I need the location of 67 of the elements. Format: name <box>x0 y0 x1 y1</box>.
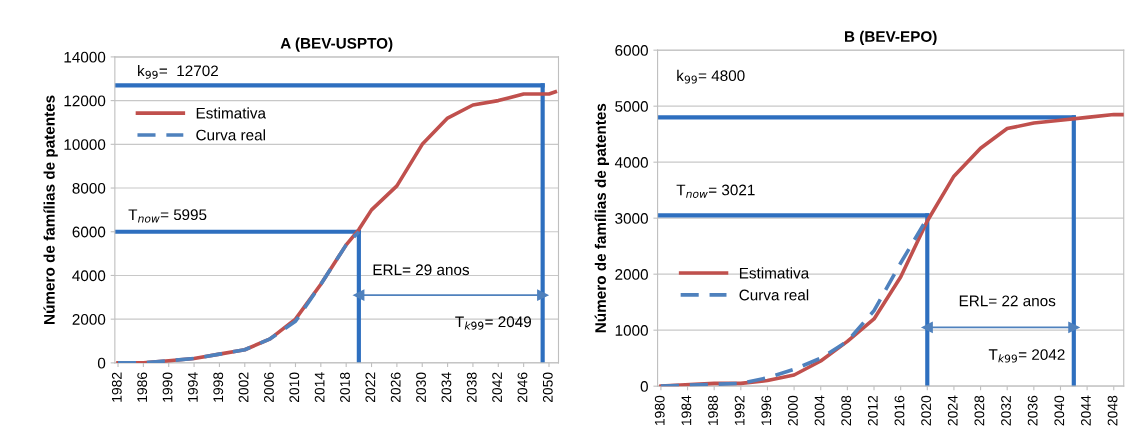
annotation: T$_{k99}$= 2049 <box>455 316 531 330</box>
annotation: ERL= 22 anos <box>959 295 1056 307</box>
legend-label: Estimativa <box>196 107 266 119</box>
chart-title: B (BEV-EPO) <box>845 30 937 46</box>
x-tick-label: 2040 <box>1054 395 1065 426</box>
x-tick-label: 2028 <box>974 395 985 426</box>
x-tick-label: 2014 <box>314 372 325 403</box>
y-tick-label: 4000 <box>614 157 648 168</box>
x-tick-label: 2018 <box>340 372 350 403</box>
x-tick-label: 2006 <box>264 372 274 403</box>
annotation: k$_{99}$= 12702 <box>138 64 218 79</box>
y-axis-title: Número de famílias de patentes <box>594 103 610 333</box>
y-tick-label: 1000 <box>615 325 648 336</box>
x-tick-label: 1998 <box>213 372 224 402</box>
x-tick-label: 1996 <box>761 395 772 426</box>
y-axis-title: Número de famílias de patentes <box>43 95 58 324</box>
x-tick-label: 2016 <box>894 395 905 426</box>
x-tick-label: 2022 <box>365 372 376 403</box>
y-tick-label: 6000 <box>615 45 648 56</box>
x-tick-label: 2026 <box>390 372 401 403</box>
x-tick-label: 1994 <box>187 372 198 402</box>
legend-label: Estimativa <box>739 267 810 279</box>
annotation: ERL= 29 anos <box>373 264 470 276</box>
x-tick-label: 2034 <box>441 372 452 403</box>
x-tick-label: 2038 <box>466 372 477 403</box>
x-tick-label: 1982 <box>111 372 122 402</box>
y-tick-label: 10000 <box>64 139 106 151</box>
y-tick-label: 8000 <box>72 182 106 194</box>
legend-label: Curva real <box>739 289 809 301</box>
y-tick-label: 0 <box>97 357 106 369</box>
x-tick-label: 2004 <box>814 395 825 426</box>
x-tick-label: 2046 <box>517 372 528 403</box>
legend-label: Curva real <box>196 129 265 141</box>
x-tick-label: 2032 <box>1001 395 1011 426</box>
annotation: k$_{99}$= 4800 <box>677 69 745 84</box>
y-tick-label: 12000 <box>64 95 106 107</box>
x-tick-label: 1980 <box>654 395 665 426</box>
y-tick-label: 5000 <box>615 101 648 112</box>
x-tick-label: 2030 <box>416 372 426 403</box>
y-tick-label: 2000 <box>72 314 106 325</box>
x-tick-label: 1984 <box>681 395 692 426</box>
y-tick-label: 14000 <box>64 51 106 63</box>
x-tick-label: 2044 <box>1081 395 1091 426</box>
annotation: T$_{k99}$= 2042 <box>988 349 1065 363</box>
x-tick-label: 2020 <box>921 395 932 426</box>
x-tick-label: 2024 <box>947 395 958 426</box>
y-tick-label: 3000 <box>615 213 648 224</box>
annotation: T$_{now}$= 5995 <box>128 209 207 223</box>
x-tick-label: 1986 <box>137 372 148 402</box>
y-tick-label: 0 <box>640 381 648 392</box>
x-tick-label: 1992 <box>734 395 745 426</box>
y-tick-label: 2000 <box>615 269 648 280</box>
x-tick-label: 2010 <box>289 372 300 403</box>
x-tick-label: 2050 <box>542 372 553 403</box>
x-tick-label: 2048 <box>1107 395 1118 426</box>
chart-title: A (BEV-USPTO) <box>280 37 393 52</box>
annotation: T$_{now}$= 3021 <box>676 184 755 198</box>
x-tick-label: 2008 <box>841 395 852 426</box>
x-tick-label: 2002 <box>238 372 249 403</box>
y-tick-label: 4000 <box>72 270 106 282</box>
x-tick-label: 2042 <box>492 372 503 403</box>
x-tick-label: 2000 <box>788 395 798 426</box>
x-tick-label: 1990 <box>162 372 173 402</box>
y-tick-label: 6000 <box>72 226 106 238</box>
x-tick-label: 2012 <box>867 395 878 426</box>
x-tick-label: 2036 <box>1027 395 1038 426</box>
x-tick-label: 1988 <box>708 395 718 426</box>
